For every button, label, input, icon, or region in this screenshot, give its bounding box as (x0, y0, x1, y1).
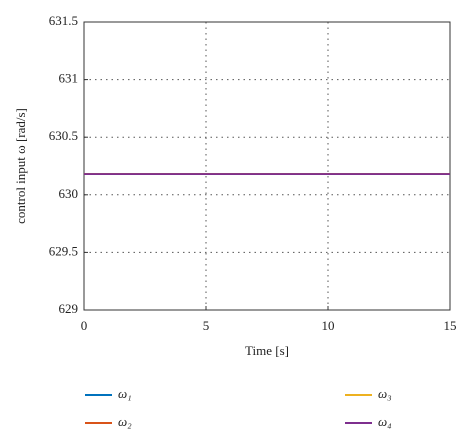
plot-frame (83, 21, 451, 311)
legend-label: ω₄ (378, 414, 392, 429)
legend-label: ω₁ (118, 386, 132, 401)
y-tick-label: 631 (59, 71, 79, 86)
x-tick-label: 15 (444, 318, 457, 333)
y-axis-label: control input ω [rad/s] (13, 108, 28, 224)
y-tick-label: 631.5 (49, 13, 78, 28)
y-tick-label: 629 (59, 301, 79, 316)
x-tick-label: 10 (322, 318, 335, 333)
y-tick-label: 630 (59, 186, 79, 201)
y-tick-label: 630.5 (49, 128, 78, 143)
x-axis-label: Time [s] (245, 343, 289, 358)
legend-label: ω₂ (118, 414, 132, 429)
x-tick-label: 5 (203, 318, 210, 333)
x-tick-label: 0 (81, 318, 88, 333)
legend-label: ω₃ (378, 386, 392, 401)
y-tick-label: 629.5 (49, 243, 78, 258)
